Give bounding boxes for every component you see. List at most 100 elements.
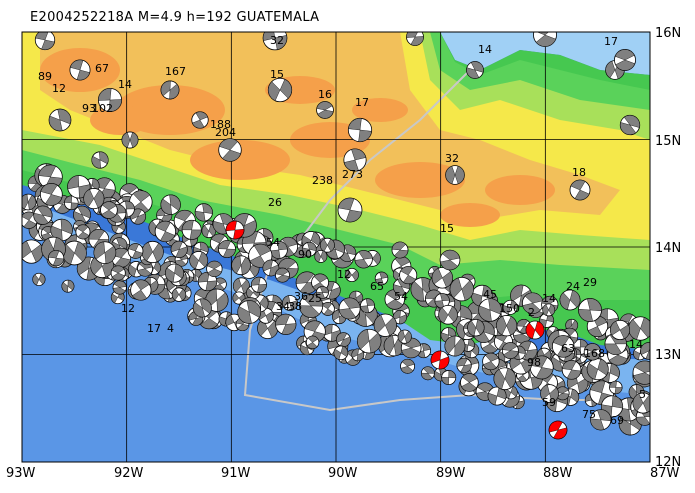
event-label: 54 <box>266 236 280 249</box>
focal-mechanism-299 <box>561 360 582 380</box>
focal-mechanism-226 <box>374 271 389 286</box>
focal-mechanism-222 <box>38 164 63 190</box>
event-label: 63 <box>561 342 575 355</box>
event-label: 2 <box>528 306 535 319</box>
focal-mechanism-62 <box>354 250 373 269</box>
title-depth: h=192 <box>186 10 233 25</box>
focal-mechanism-85 <box>257 317 279 340</box>
focal-mechanism-401 <box>91 151 109 169</box>
event-label: 45 <box>483 288 497 301</box>
focal-mechanism-132 <box>441 370 457 386</box>
focal-mechanism-386 <box>218 138 242 162</box>
x-tick-90w: 90W <box>328 466 358 481</box>
event-label: 65 <box>370 280 384 293</box>
title-date: 04252218A <box>55 10 134 25</box>
x-tick-89w: 89W <box>436 466 466 481</box>
x-tick-87w: 87W <box>650 466 680 481</box>
focal-mechanism-349 <box>217 240 236 258</box>
focal-mechanism-248 <box>295 271 319 295</box>
focal-mechanism-393 <box>445 165 465 185</box>
focal-mechanism-359 <box>47 249 65 267</box>
focal-mechanism-334 <box>315 286 329 300</box>
focal-mechanism-307 <box>269 240 288 259</box>
focal-mechanism-382 <box>97 87 123 113</box>
focal-mechanism-337 <box>517 340 538 361</box>
focal-mechanism-380 <box>34 32 56 51</box>
event-label: 12 <box>121 302 135 315</box>
focal-mechanism-253 <box>456 357 472 374</box>
focal-mechanism-329 <box>62 240 87 266</box>
focal-mechanism-317 <box>75 224 91 240</box>
focal-mechanism-383 <box>121 131 139 149</box>
focal-mechanism-342 <box>50 218 73 242</box>
focal-mechanism-314 <box>542 303 556 317</box>
focal-mechanism-405 <box>478 298 502 322</box>
focal-mechanism-256 <box>231 255 251 276</box>
focal-mechanism-271 <box>32 272 46 286</box>
focal-mechanism-309 <box>351 348 365 362</box>
title-code: E20 <box>30 10 56 25</box>
focal-mechanism-310 <box>487 386 507 406</box>
focal-mechanism-354 <box>100 201 118 219</box>
focal-mechanism-336 <box>333 345 349 361</box>
event-label: 14 <box>629 338 643 351</box>
y-tick-16n: 16N <box>655 26 682 41</box>
focal-mechanism-362 <box>181 219 202 240</box>
event-label: 89 <box>38 70 52 83</box>
focal-mechanism-81 <box>194 203 213 222</box>
focal-mechanism-369 <box>356 328 382 354</box>
focal-mechanism-360 <box>632 392 650 414</box>
focal-mechanism-273 <box>189 251 209 270</box>
event-label: 34 <box>276 300 290 313</box>
highland-6 <box>90 105 150 135</box>
focal-mechanism-396 <box>569 179 591 201</box>
event-label: 90 <box>298 248 312 261</box>
focal-mechanism-389 <box>316 101 334 119</box>
focal-mechanism-367 <box>551 335 575 358</box>
focal-mechanism-394 <box>533 32 557 47</box>
focal-mechanism-366 <box>192 298 212 318</box>
focal-mechanism-324 <box>39 183 63 206</box>
focal-mechanism-192 <box>319 237 335 253</box>
highland-2 <box>190 140 290 180</box>
focal-mechanism-392 <box>406 32 424 46</box>
focal-mechanism-206 <box>460 373 479 392</box>
event-label: 26 <box>268 196 282 209</box>
event-label: 273 <box>342 168 363 181</box>
focal-mechanism-283 <box>338 297 361 320</box>
focal-mechanism-381 <box>69 59 91 81</box>
focal-mechanism-red-0 <box>225 220 245 240</box>
focal-mechanism-319 <box>305 335 320 350</box>
focal-mechanism-red-1 <box>430 350 450 370</box>
event-label: 14 <box>478 43 492 56</box>
event-label: 102 <box>92 102 113 115</box>
focal-mechanism-402 <box>337 197 363 223</box>
focal-mechanism-340 <box>495 315 518 337</box>
event-label: 32 <box>270 34 284 47</box>
focal-mechanism-247 <box>171 287 187 302</box>
focal-mechanism-400 <box>48 108 72 132</box>
focal-mechanism-338 <box>93 241 117 264</box>
focal-mechanism-144 <box>197 271 218 292</box>
focal-mechanism-364 <box>275 313 297 335</box>
event-label: 24 <box>566 280 580 293</box>
map-title: E2004252218A M=4.9 h=192 GUATEMALA <box>30 10 319 25</box>
focal-mechanism-326 <box>434 293 450 309</box>
event-label: 15 <box>440 222 454 235</box>
event-label: 12 <box>52 82 66 95</box>
event-label: 168 <box>584 347 605 360</box>
focal-mechanism-372 <box>438 304 458 325</box>
focal-mechanism-260 <box>112 280 127 295</box>
focal-mechanism-379 <box>127 243 144 259</box>
event-label: 12 <box>405 14 419 27</box>
event-label: 15 <box>543 10 557 23</box>
focal-mechanism-345 <box>301 241 317 257</box>
highland-4 <box>375 162 465 198</box>
focal-mechanism-274 <box>160 194 181 215</box>
highland-9 <box>440 203 500 227</box>
focal-mechanism-295 <box>141 240 164 264</box>
focal-mechanism-237 <box>444 335 466 357</box>
focal-mechanism-311 <box>586 358 609 381</box>
